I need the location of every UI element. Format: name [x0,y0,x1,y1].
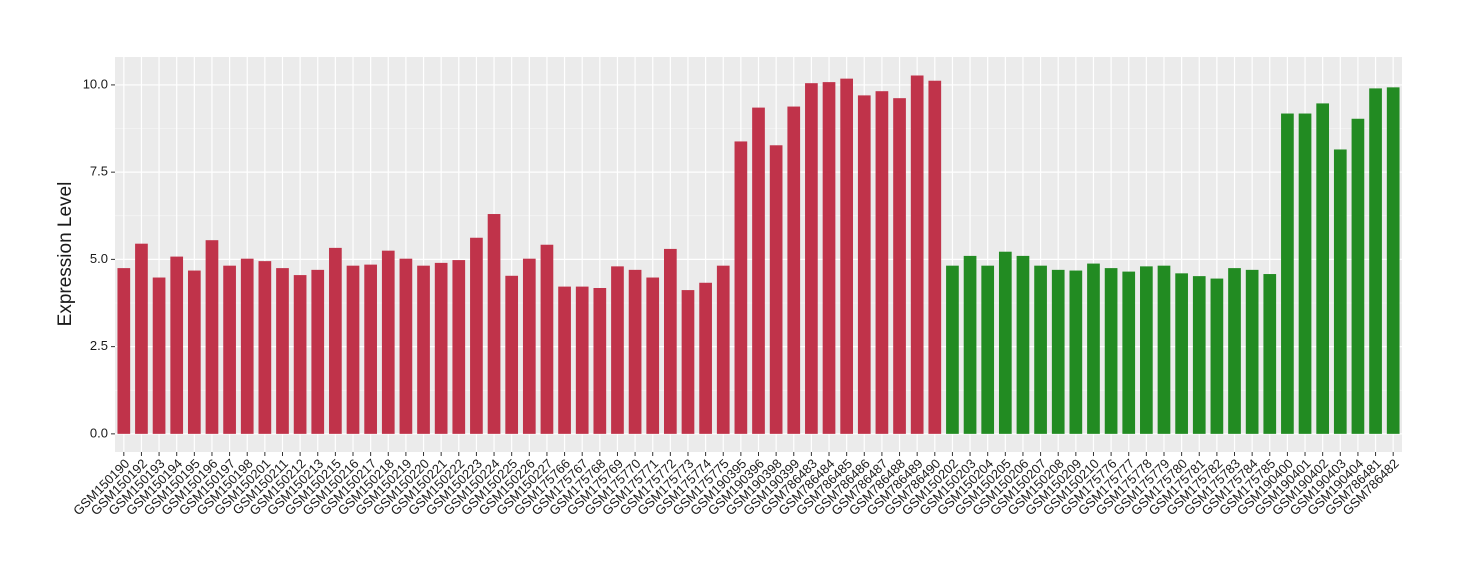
bar [1157,265,1171,434]
bar [575,286,589,434]
bar [1140,266,1153,434]
y-tick-label: 5.0 [90,251,108,266]
y-tick-label: 7.5 [90,164,108,179]
bar [611,266,624,434]
bar [822,82,836,434]
bar [364,264,377,434]
bar [346,265,360,434]
bar [240,258,254,434]
bar [752,107,765,434]
bar [399,258,413,434]
bar [593,287,607,434]
bar [311,269,325,434]
bar [522,258,536,434]
y-tick-label: 2.5 [90,338,108,353]
bar [875,91,889,434]
bar [681,290,695,434]
bar [1351,118,1365,434]
bar [152,277,166,434]
bar [1369,88,1382,434]
bar [910,75,924,434]
bar [558,286,571,434]
bar [223,265,236,434]
bar [434,262,448,434]
bar [857,95,871,434]
bar [1298,113,1312,434]
bar [170,256,184,434]
bar [840,78,853,434]
y-tick-label: 0.0 [90,425,108,440]
bar [1210,278,1224,434]
bar [505,275,519,434]
bar [329,247,342,434]
bar [1122,271,1136,434]
y-tick-label: 10.0 [83,76,108,91]
bar [1104,268,1118,434]
bar [664,248,677,434]
bar [805,83,818,434]
bar [276,268,289,434]
bar [963,255,977,434]
bar [1087,263,1100,434]
bar [716,265,730,434]
bar [135,243,148,434]
bar [628,269,642,434]
bar [117,268,131,434]
bar [293,275,307,434]
bar [1245,269,1259,434]
bar [1069,270,1083,434]
bar [646,277,660,434]
bar [998,251,1012,434]
bar [452,260,466,434]
bar [981,265,995,434]
bar [1316,103,1330,434]
bar [258,261,272,434]
bar [381,250,395,434]
bar [417,265,430,434]
bar [769,145,783,434]
bar [1034,265,1047,434]
bar [187,270,201,434]
bar [1051,269,1065,434]
bar [1016,255,1030,434]
bar [1333,149,1347,434]
bar [734,141,748,434]
bar [699,282,712,434]
bar [205,240,219,434]
bar [928,80,942,434]
bar [787,106,801,434]
bar [893,98,906,434]
bar [1281,113,1294,434]
bar [1263,274,1277,434]
bar [1228,268,1241,434]
bar [1386,87,1400,434]
y-axis-label: Expression Level [55,182,76,327]
bar [1175,273,1188,434]
bar [487,214,501,434]
bar [540,244,554,434]
bar [946,265,959,434]
bar [1192,276,1206,434]
bar [470,237,483,434]
